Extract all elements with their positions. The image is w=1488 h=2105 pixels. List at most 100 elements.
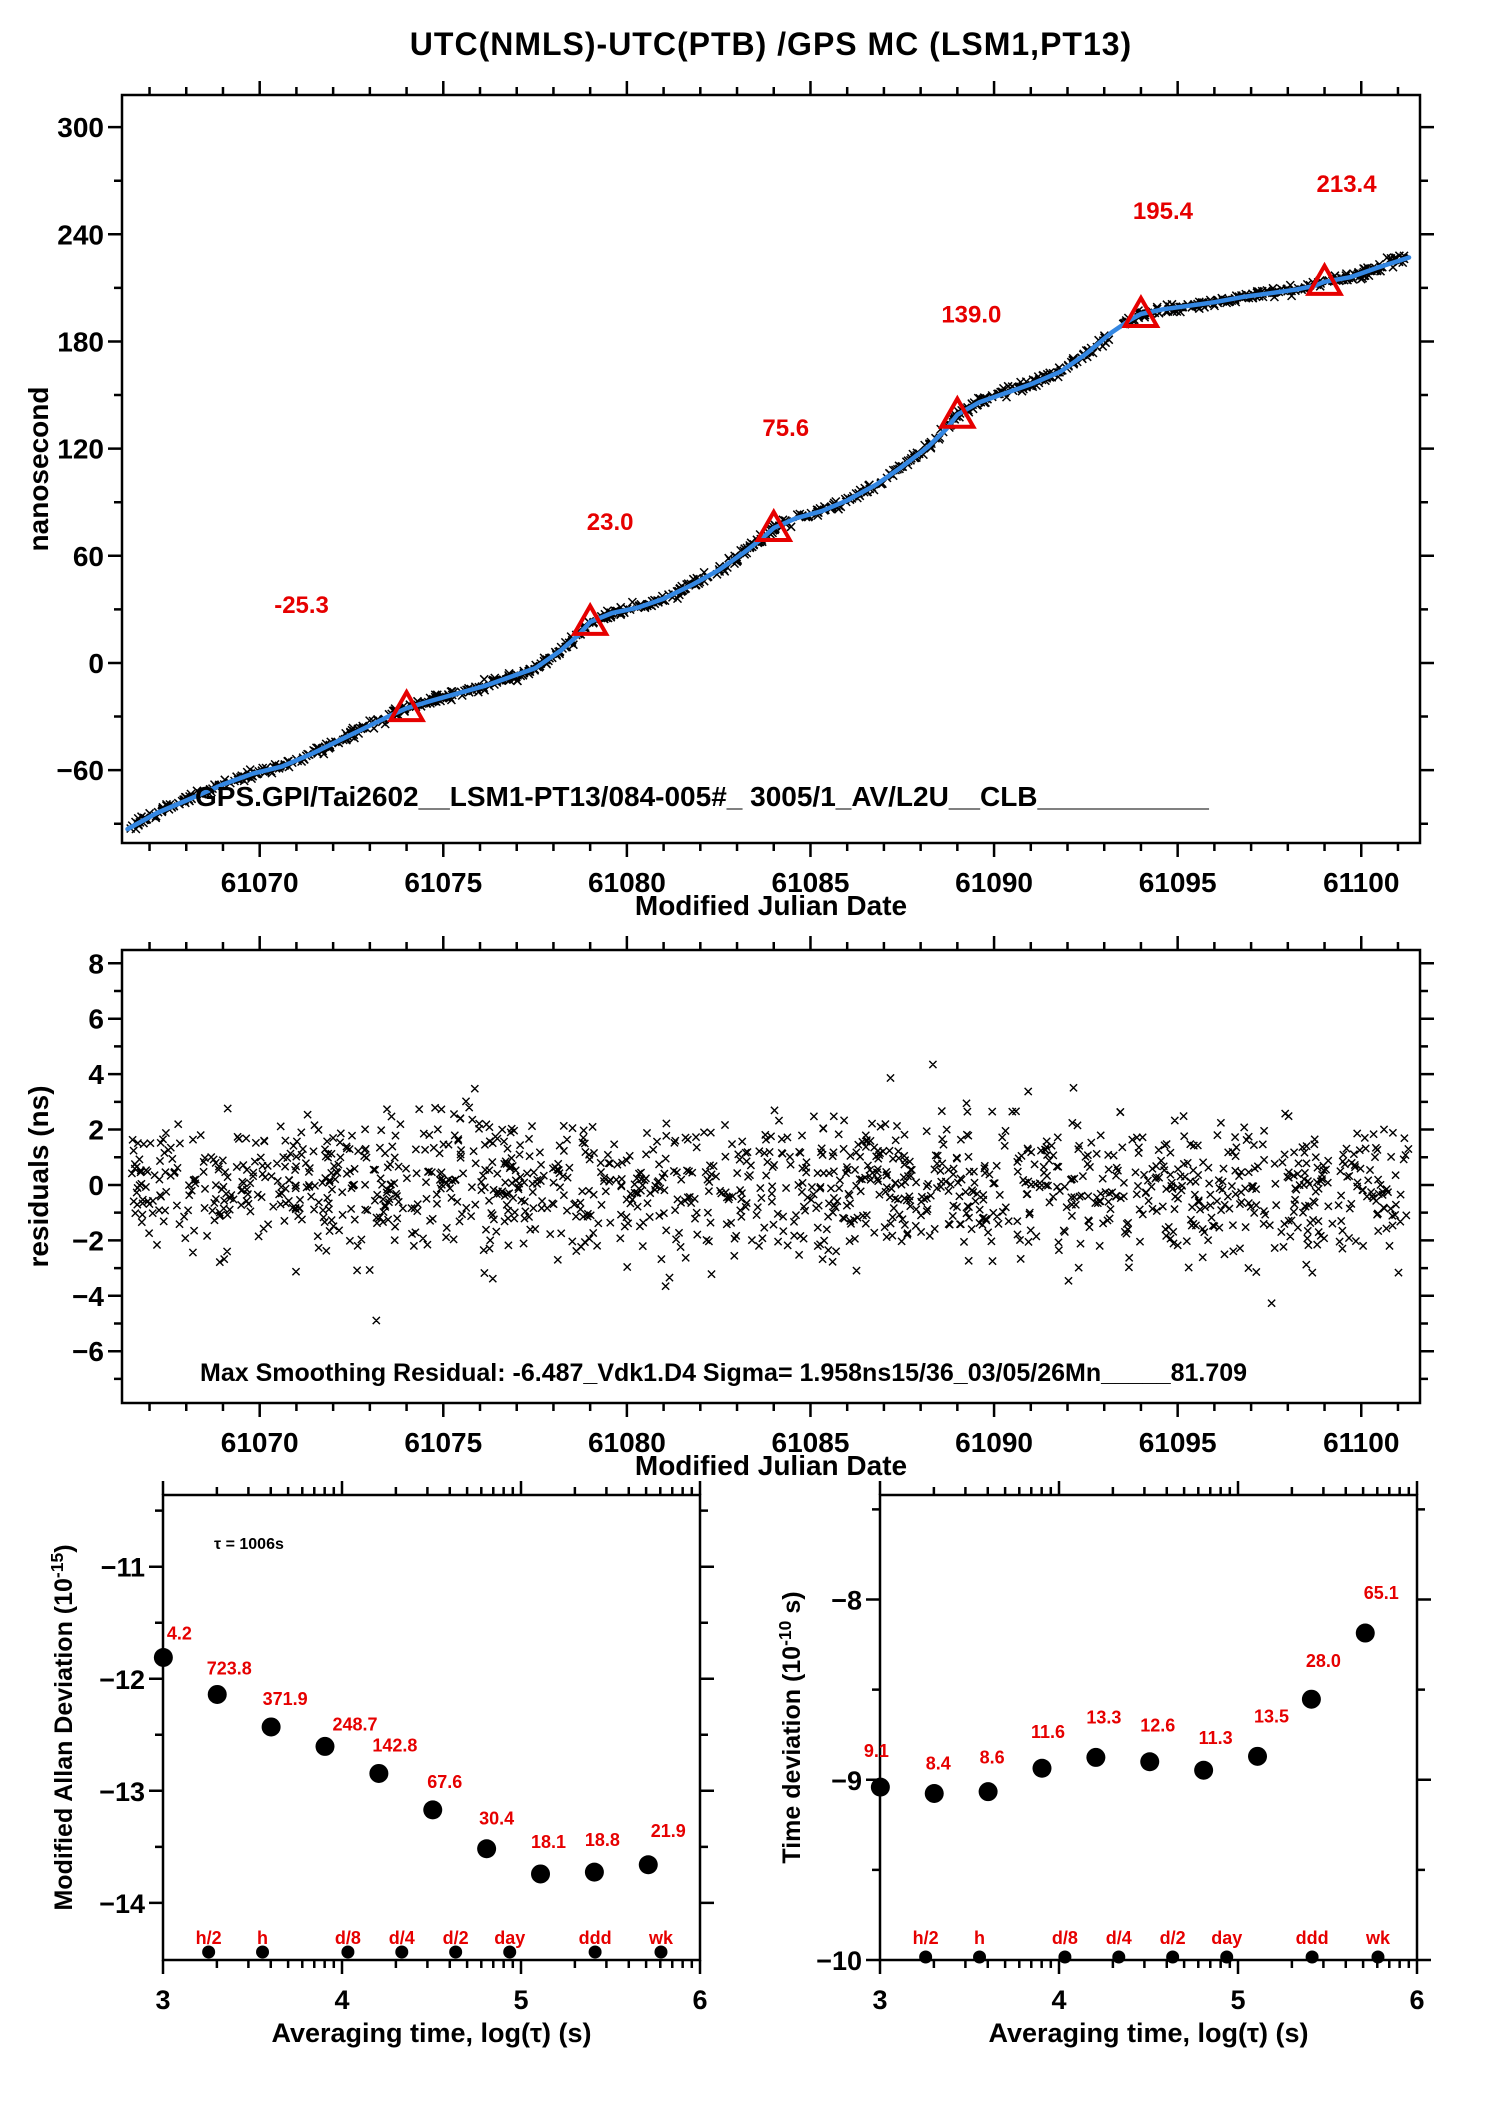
x-tick-label: 61070 — [221, 1427, 299, 1458]
calibration-triangle-marker — [937, 394, 977, 429]
deviation-value-label: 8.4 — [926, 1753, 951, 1773]
tau-marker-label: h — [257, 1928, 268, 1948]
y-tick-label: 0 — [88, 648, 104, 679]
y-axis-title: Modified Allan Deviation (10-15) — [47, 1544, 78, 1910]
smoothing-residual-annotation: Max Smoothing Residual: -6.487_Vdk1.D4 S… — [200, 1359, 1247, 1387]
deviation-point — [584, 1862, 604, 1882]
x-tick-label: 61100 — [1323, 1427, 1399, 1458]
tau-marker-dot — [973, 1950, 987, 1964]
tau-marker-label: wk — [1365, 1928, 1391, 1948]
tau-marker-dot — [1371, 1950, 1385, 1964]
smoothed-trend-line — [125, 255, 1412, 832]
x-tick-label: 5 — [1230, 1985, 1245, 2015]
deviation-value-label: 65.1 — [1364, 1583, 1399, 1603]
tau-marker-dot — [341, 1945, 355, 1959]
deviation-value-label: 11.3 — [1199, 1728, 1233, 1748]
calibration-value-label: 139.0 — [941, 302, 1001, 329]
y-tick-label: −6 — [72, 1336, 104, 1367]
y-tick-label: 6 — [88, 1004, 104, 1035]
deviation-value-label: 11.6 — [1031, 1722, 1065, 1742]
deviation-value-label: 371.9 — [263, 1689, 308, 1709]
tau-marker-label: h/2 — [913, 1928, 939, 1948]
deviation-point — [531, 1864, 551, 1884]
plot-box — [878, 1493, 1419, 1962]
tau-marker-dot — [1166, 1950, 1180, 1964]
x-tick-label: 5 — [513, 1985, 528, 2015]
x-tick-label: 61100 — [1323, 867, 1399, 898]
deviation-point — [870, 1777, 890, 1797]
deviation-point — [638, 1855, 658, 1875]
y-tick-label: 4 — [88, 1059, 104, 1090]
tau-marker-label: d/8 — [1052, 1928, 1078, 1948]
x-tick-label: 6 — [1409, 1985, 1424, 2015]
x-axis-title: Averaging time, log(τ) (s) — [271, 2018, 591, 2048]
calibration-value-label: 23.0 — [587, 509, 634, 536]
y-tick-label: 240 — [57, 219, 104, 250]
calibration-value-label: 213.4 — [1317, 171, 1378, 198]
calibration-triangle-marker — [1305, 261, 1344, 296]
deviation-value-label: 723.8 — [207, 1658, 252, 1678]
y-tick-label: −2 — [72, 1225, 104, 1256]
deviation-point — [924, 1783, 944, 1803]
y-tick-label: −12 — [99, 1665, 145, 1695]
deviation-point — [315, 1736, 335, 1756]
x-axis-title: Modified Julian Date — [635, 1450, 907, 1481]
deviation-value-label: 8.6 — [980, 1748, 1005, 1768]
deviation-value-label: 18.8 — [585, 1830, 620, 1850]
x-tick-label: 61070 — [221, 867, 299, 898]
tau-marker-dot — [919, 1950, 933, 1964]
deviation-point — [207, 1684, 227, 1704]
tau-marker-label: wk — [648, 1928, 674, 1948]
deviation-point — [1140, 1752, 1160, 1772]
tau-marker-label: d/2 — [443, 1928, 469, 1948]
tau-marker-label: h — [974, 1928, 985, 1948]
deviation-point — [423, 1800, 443, 1820]
tau-marker-dot — [395, 1945, 409, 1959]
plot-box — [120, 948, 1422, 1405]
x-tick-label: 61080 — [588, 1427, 666, 1458]
x-tick-label: 4 — [1051, 1985, 1066, 2015]
tau-marker-dot — [654, 1945, 668, 1959]
deviation-value-label: 30.4 — [479, 1809, 514, 1829]
tau-marker-dot — [588, 1945, 602, 1959]
deviation-value-label: 13.3 — [1086, 1707, 1121, 1727]
tau-marker-label: d/8 — [335, 1928, 361, 1948]
link-id-annotation: GPS.GPI/Tai2602__LSM1-PT13/084-005#_ 300… — [195, 781, 1209, 812]
deviation-value-label: 28.0 — [1306, 1651, 1341, 1671]
y-tick-label: 300 — [57, 112, 104, 143]
tau-marker-label: d/4 — [389, 1928, 415, 1948]
y-tick-label: 2 — [88, 1115, 104, 1146]
deviation-value-label: 4.2 — [167, 1623, 192, 1643]
deviation-point — [978, 1782, 998, 1802]
x-tick-label: 4 — [334, 1985, 349, 2015]
tau-marker-dot — [1305, 1950, 1319, 1964]
deviation-value-label: 248.7 — [332, 1714, 377, 1734]
y-axis-title: nanosecond — [23, 387, 54, 552]
axis-ticks — [108, 81, 1434, 857]
tau-marker-dot — [1058, 1950, 1072, 1964]
x-tick-label: 61085 — [772, 867, 850, 898]
deviation-point — [153, 1647, 173, 1667]
plot-box — [161, 1493, 702, 1962]
y-tick-label: −9 — [831, 1766, 862, 1796]
y-tick-label: −14 — [99, 1889, 145, 1919]
deviation-point — [1248, 1746, 1268, 1766]
y-tick-label: 8 — [88, 948, 104, 979]
tau-marker-label: d/4 — [1106, 1928, 1132, 1948]
tau-marker-dot — [503, 1945, 517, 1959]
x-tick-label: 6 — [692, 1985, 707, 2015]
calibration-triangle-marker — [387, 688, 427, 723]
deviation-point — [1032, 1758, 1052, 1778]
x-tick-label: 61085 — [772, 1427, 850, 1458]
tau-marker-dot — [1220, 1950, 1234, 1964]
y-tick-label: −13 — [99, 1777, 145, 1807]
deviation-value-label: 18.1 — [531, 1832, 566, 1852]
y-tick-label: 60 — [73, 541, 104, 572]
y-tick-label: 120 — [57, 434, 104, 465]
x-axis-title: Averaging time, log(τ) (s) — [988, 2018, 1308, 2048]
y-axis-title: Time deviation (10-10 s) — [775, 1591, 806, 1863]
x-tick-label: 61090 — [955, 1427, 1033, 1458]
